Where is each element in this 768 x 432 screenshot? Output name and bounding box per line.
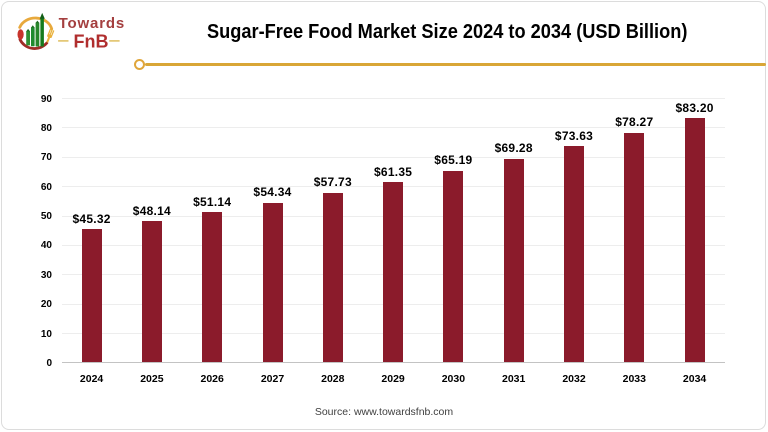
svg-text:Towards: Towards [59, 15, 126, 32]
svg-text:FnB: FnB [74, 32, 109, 52]
